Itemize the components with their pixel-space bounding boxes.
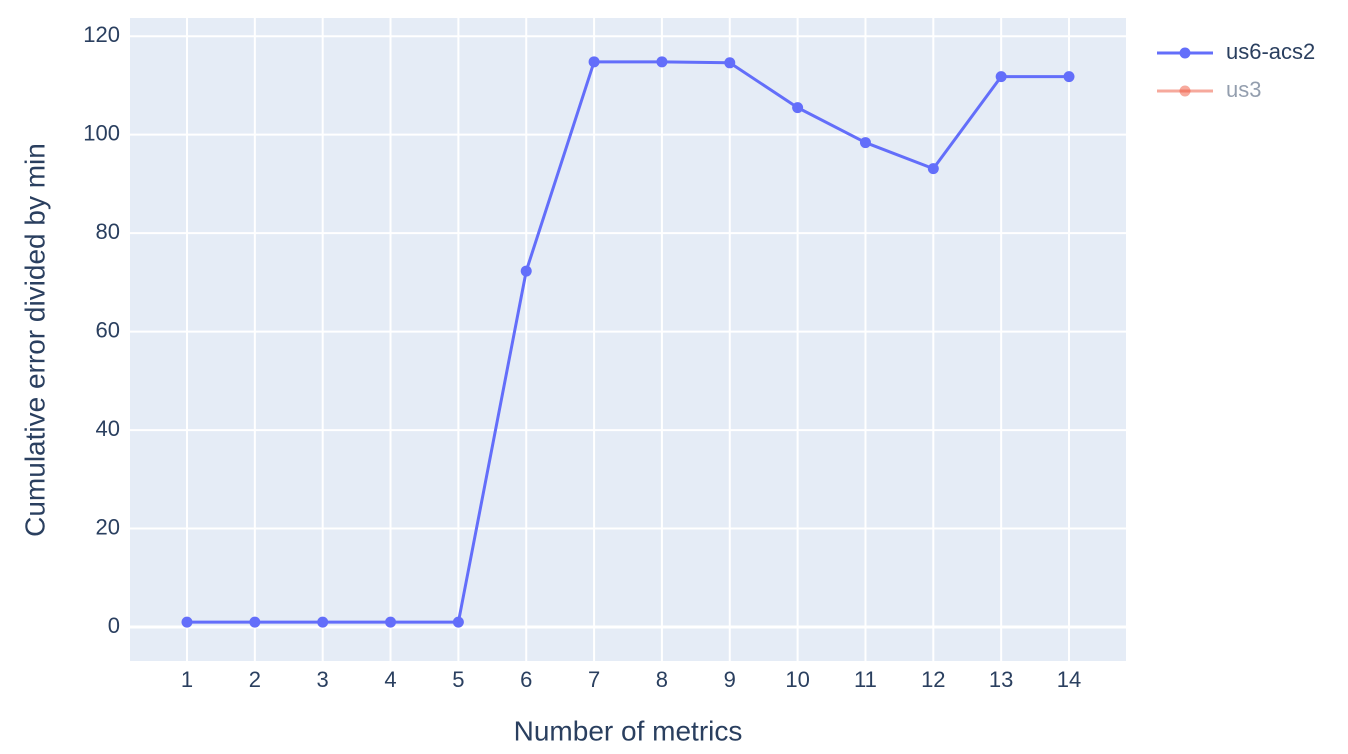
y-tick-label: 40 <box>96 416 120 441</box>
x-tick-label: 6 <box>520 667 532 692</box>
data-point <box>385 616 397 628</box>
x-axis-title: Number of metrics <box>514 715 743 746</box>
x-tick-label: 8 <box>656 667 668 692</box>
plot-area <box>130 18 1126 661</box>
x-tick-label: 3 <box>317 667 329 692</box>
data-point <box>588 56 600 68</box>
x-tick-label: 11 <box>854 667 877 692</box>
series-line <box>186 60 1070 624</box>
x-tick-label: 2 <box>249 667 261 692</box>
y-tick-label: 0 <box>108 613 120 638</box>
x-tick-label: 12 <box>921 667 945 692</box>
data-point <box>927 163 939 175</box>
data-point <box>792 102 804 114</box>
x-tick-label: 13 <box>989 667 1013 692</box>
data-point <box>452 616 464 628</box>
data-point <box>995 71 1007 83</box>
x-tick-label: 10 <box>785 667 809 692</box>
data-point <box>859 137 871 149</box>
data-point <box>249 616 261 628</box>
y-axis-title: Cumulative error divided by min <box>19 143 50 537</box>
y-tick-label: 20 <box>96 514 120 539</box>
data-point <box>520 265 532 277</box>
x-tick-label: 1 <box>181 667 193 692</box>
data-point <box>656 56 668 68</box>
data-point <box>1063 71 1075 83</box>
x-tick-label: 7 <box>588 667 600 692</box>
y-tick-label: 60 <box>96 317 120 342</box>
legend-marker <box>1179 47 1191 59</box>
x-tick-label: 9 <box>724 667 736 692</box>
x-tick-label: 5 <box>452 667 464 692</box>
legend-label: us3 <box>1226 77 1261 102</box>
legend-label: us6-acs2 <box>1226 39 1315 64</box>
y-tick-label: 120 <box>83 22 120 47</box>
data-point <box>724 57 736 69</box>
y-tick-label: 100 <box>83 120 120 145</box>
data-point <box>181 616 193 628</box>
legend-marker <box>1179 85 1191 97</box>
y-tick-label: 80 <box>96 219 120 244</box>
x-tick-label: 14 <box>1057 667 1081 692</box>
x-tick-label: 4 <box>384 667 396 692</box>
data-point <box>317 616 329 628</box>
